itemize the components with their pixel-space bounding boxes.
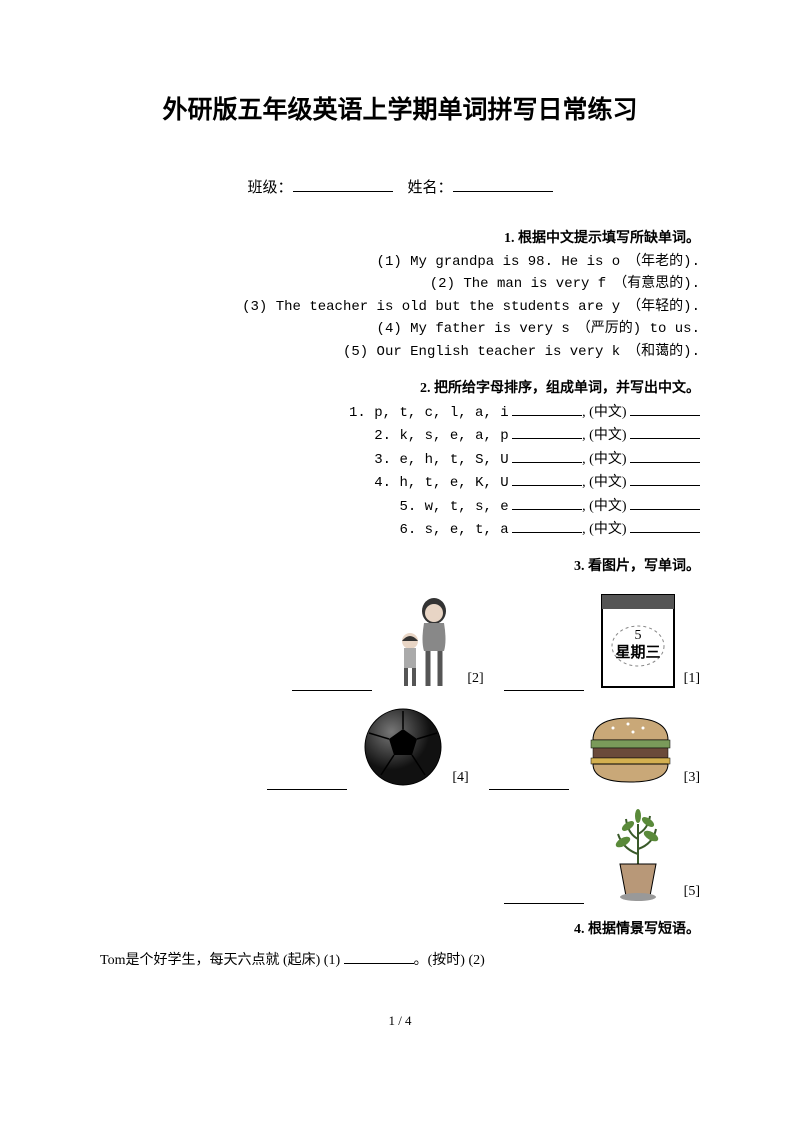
name-blank[interactable]	[453, 177, 553, 192]
section3-title: 3. 看图片，写单词。	[100, 555, 700, 575]
people-icon	[386, 591, 461, 691]
worksheet-page: 外研版五年级英语上学期单词拼写日常练习 班级： 姓名： 1. 根据中文提示填写所…	[0, 0, 800, 1089]
calendar-icon: 5 星期三	[598, 591, 678, 691]
answer-blank[interactable]	[489, 775, 569, 790]
section4-title: 4. 根据情景写短语。	[100, 918, 700, 938]
burger-icon	[583, 710, 678, 790]
s2-item: 4. h, t, e, K, U , (中文)	[100, 471, 700, 494]
img-item-4: [4]	[267, 705, 468, 790]
section1-title: 1. 根据中文提示填写所缺单词。	[100, 227, 700, 247]
s1-item: (1) My grandpa is 98. He is o （年老的).	[100, 251, 700, 273]
header-line: 班级： 姓名：	[100, 176, 700, 197]
img-item-5: [5]	[504, 804, 700, 904]
s1-item: (2) The man is very f （有意思的).	[100, 273, 700, 295]
img-row: [3] [4]	[100, 705, 700, 790]
plant-icon	[598, 804, 678, 904]
answer-blank[interactable]	[267, 775, 347, 790]
svg-text:5: 5	[634, 628, 641, 643]
answer-blank[interactable]	[504, 676, 584, 691]
page-number: 1 / 4	[100, 1013, 700, 1029]
answer-blank[interactable]	[292, 676, 372, 691]
img-row: [1] 5 星期三 [2]	[100, 591, 700, 691]
images-area: [1] 5 星期三 [2]	[100, 591, 700, 904]
ball-icon	[361, 705, 446, 790]
section2-title: 2. 把所给字母排序，组成单词，并写出中文。	[100, 377, 700, 397]
s2-item: 6. s, e, t, a , (中文)	[100, 518, 700, 541]
class-blank[interactable]	[293, 177, 393, 192]
answer-blank[interactable]	[344, 949, 414, 964]
page-title: 外研版五年级英语上学期单词拼写日常练习	[100, 90, 700, 126]
s2-item: 2. k, s, e, a, p , (中文)	[100, 424, 700, 447]
s2-item: 5. w, t, s, e , (中文)	[100, 495, 700, 518]
s1-item: (3) The teacher is old but the students …	[100, 296, 700, 318]
svg-text:星期三: 星期三	[615, 643, 660, 661]
img-item-2: [2]	[292, 591, 483, 691]
img-item-1: [1] 5 星期三	[504, 591, 700, 691]
name-label: 姓名：	[408, 180, 453, 196]
s1-item: (5) Our English teacher is very k （和蔼的).	[100, 341, 700, 363]
section4-text: Tom是个好学生，每天六点就 (起床) (1) 。(按时) (2)	[100, 948, 700, 973]
img-item-3: [3]	[489, 710, 700, 790]
s2-item: 3. e, h, t, S, U , (中文)	[100, 448, 700, 471]
class-label: 班级：	[247, 180, 292, 196]
s2-item: 1. p, t, c, l, a, i , (中文)	[100, 401, 700, 424]
img-row: [5]	[100, 804, 700, 904]
s1-item: (4) My father is very s （严厉的) to us.	[100, 318, 700, 340]
answer-blank[interactable]	[504, 889, 584, 904]
